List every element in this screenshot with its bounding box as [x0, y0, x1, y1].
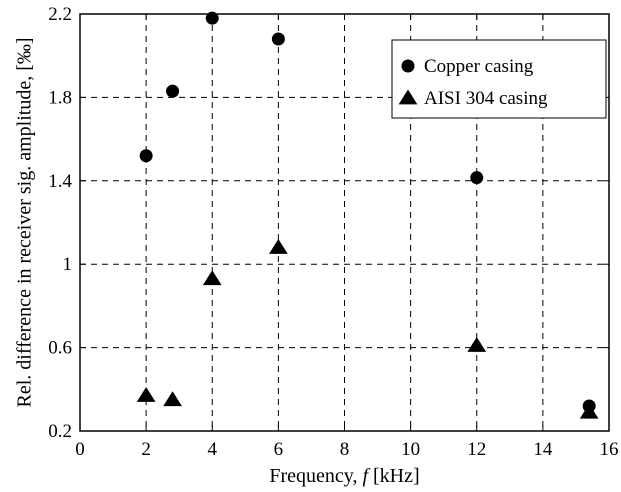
aisi-304-casing-point [136, 387, 156, 402]
x-tick-label: 14 [533, 439, 553, 460]
aisi-304-casing-point [202, 270, 222, 286]
y-tick-label: 2.2 [48, 4, 72, 25]
y-tick-label: 1 [63, 254, 73, 275]
x-tick-label: 0 [75, 439, 85, 460]
legend-circle-marker [401, 59, 415, 73]
legend-label: Copper casing [424, 56, 534, 77]
legend-label: AISI 304 casing [424, 88, 548, 109]
aisi-304-casing-point [579, 403, 599, 419]
x-tick-label: 12 [467, 439, 486, 460]
aisi-304-casing-point [467, 337, 487, 352]
x-tick-labels: 0 2 4 6 8 10 12 14 16 [75, 439, 618, 460]
legend: Copper casing AISI 304 casing [391, 39, 607, 119]
y-tick-label: 0.6 [48, 338, 72, 359]
copper-casing-point [271, 32, 285, 46]
y-tick-label: 0.2 [48, 421, 72, 442]
y-tick-labels: 0.2 0.6 1 1.4 1.8 2.2 [48, 4, 72, 442]
data-points [136, 11, 599, 419]
x-axis-label-unit: [kHz] [368, 465, 420, 487]
copper-casing-point [470, 171, 484, 185]
copper-casing-point [166, 84, 180, 98]
x-tick-label: 16 [600, 439, 619, 460]
y-axis-label: Rel. difference in receiver sig. amplitu… [14, 37, 36, 407]
x-axis-label-prefix: Frequency, [269, 465, 362, 487]
copper-casing-point [205, 11, 219, 25]
legend-triangle-marker [398, 89, 418, 105]
aisi-304-casing-point [269, 239, 288, 254]
x-tick-label: 10 [401, 439, 420, 460]
y-tick-label: 1.8 [48, 87, 72, 108]
x-axis-label: Frequency, f [kHz] [269, 465, 419, 487]
x-tick-label: 8 [340, 439, 350, 460]
aisi-304-casing-point [163, 391, 182, 407]
copper-casing-point [139, 149, 153, 163]
x-tick-label: 4 [208, 439, 218, 460]
x-tick-label: 6 [274, 439, 284, 460]
legend-box [391, 39, 607, 119]
x-axis-label-var: f [362, 465, 370, 487]
x-tick-label: 2 [141, 439, 151, 460]
y-tick-label: 1.4 [48, 171, 72, 192]
